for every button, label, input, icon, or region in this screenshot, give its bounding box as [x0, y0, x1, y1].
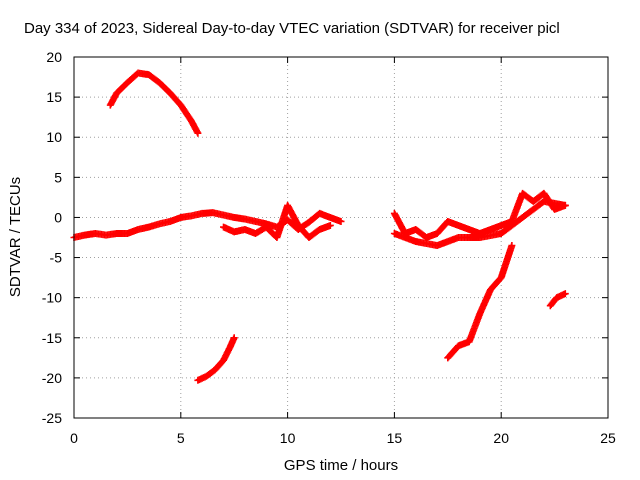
y-tick-label: 10 [46, 129, 62, 145]
y-axis-label: SDTVAR / TECUs [7, 177, 24, 297]
series-arc-early-high [106, 69, 202, 137]
x-axis-label: GPS time / hours [284, 457, 398, 474]
y-tick-label: 15 [46, 89, 62, 105]
x-tick-label: 20 [493, 430, 509, 446]
data-points [70, 69, 569, 384]
y-tick-label: -20 [42, 370, 62, 386]
x-tick-label: 25 [600, 430, 616, 446]
x-tick-label: 5 [177, 430, 185, 446]
data-point [194, 129, 202, 137]
series-arc-late-low [546, 290, 569, 310]
series-arc-afternoon-lower [390, 197, 569, 250]
series-arc-afternoon-main [390, 189, 569, 241]
y-tick-label: -15 [42, 330, 62, 346]
plot-frame [73, 56, 609, 419]
data-point [508, 242, 516, 250]
y-tick-label: -10 [42, 290, 62, 306]
data-point [561, 290, 569, 298]
grid-lines [74, 57, 608, 418]
y-tick-label: 5 [54, 169, 62, 185]
y-tick-label: -25 [42, 410, 62, 426]
series-arc-rising [444, 242, 516, 362]
chart-title: Day 334 of 2023, Sidereal Day-to-day VTE… [24, 20, 560, 37]
y-tick-label: 0 [54, 209, 62, 225]
x-tick-label: 0 [70, 430, 78, 446]
data-point [337, 217, 345, 225]
data-point [230, 334, 238, 342]
y-tick-label: 20 [46, 49, 62, 65]
data-point [561, 201, 569, 209]
data-point [326, 221, 334, 229]
series-arc-descend [194, 334, 238, 384]
axis-ticks: 0 5 10 15 20 25 -25 -20 -15 -10 -5 0 5 10 15 20 [42, 49, 616, 446]
series-arc-morning-lower [220, 201, 334, 241]
x-tick-label: 15 [387, 430, 403, 446]
x-tick-label: 10 [280, 430, 296, 446]
y-tick-label: -5 [50, 250, 63, 266]
